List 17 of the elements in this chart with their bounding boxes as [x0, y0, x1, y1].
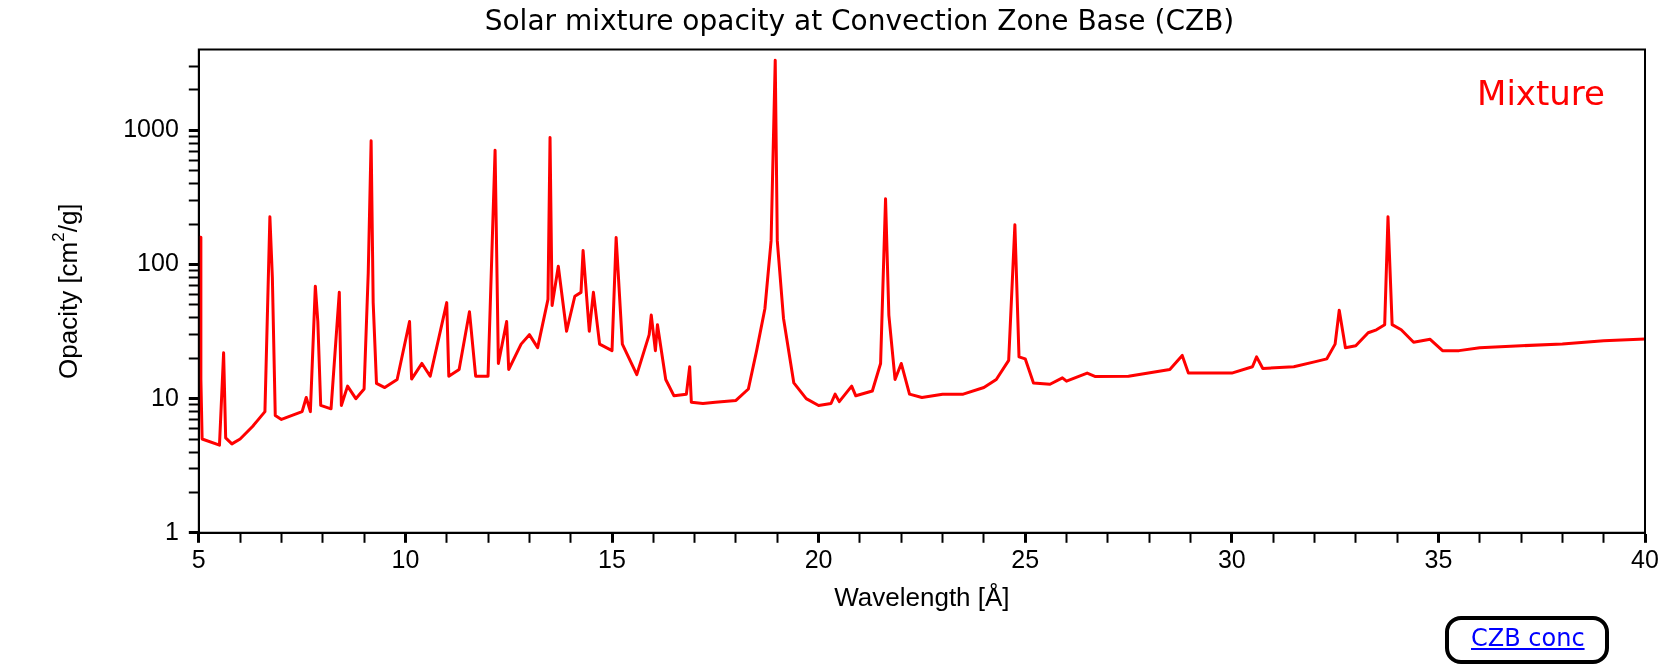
- x-tick-label: 40: [1631, 544, 1659, 573]
- x-tick-label: 35: [1424, 544, 1453, 573]
- x-tick-label: 30: [1217, 544, 1246, 573]
- x-tick-label: 20: [804, 544, 833, 573]
- callout-box: CZB conc: [1445, 616, 1609, 664]
- x-axis-title: Wavelength [Å]: [834, 581, 1010, 612]
- x-tick-label: 10: [391, 544, 420, 573]
- y-tick-label: 1: [164, 516, 179, 545]
- y-tick-label: 10: [151, 382, 179, 411]
- y-tick-label: 1000: [123, 114, 179, 143]
- chart-title: Solar mixture opacity at Convection Zone Base (CZB): [484, 4, 1235, 38]
- y-axis-title: Opacity [cm2/g]: [49, 203, 84, 379]
- text: Mixture: [1477, 73, 1605, 114]
- x-tick-label: 15: [598, 544, 626, 573]
- y-tick-label: 100: [137, 248, 179, 277]
- x-tick-label: 25: [1011, 544, 1040, 573]
- x-tick-label: 5: [191, 544, 206, 573]
